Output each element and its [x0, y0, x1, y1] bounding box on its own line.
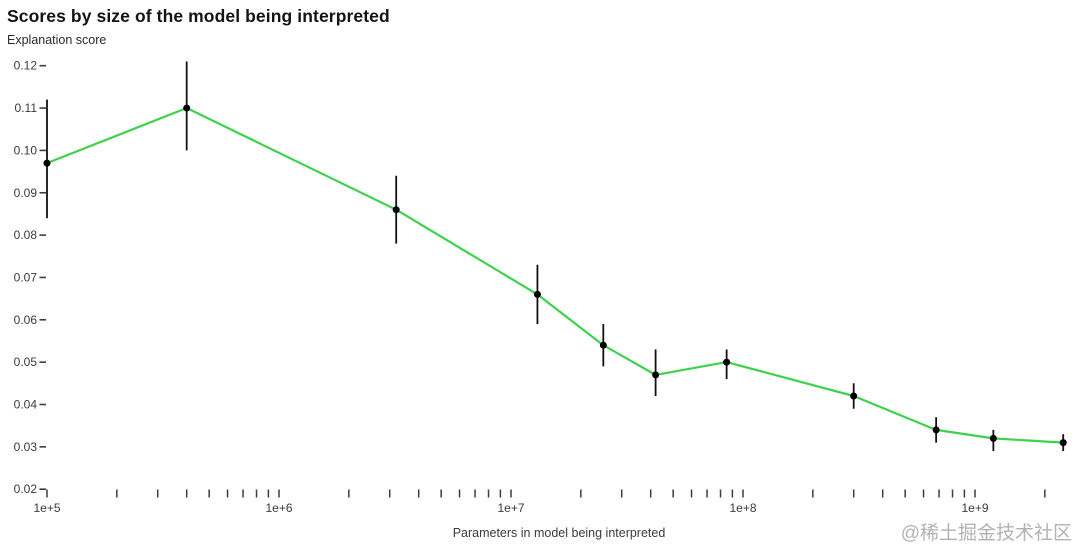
y-tick-label: 0.05	[14, 355, 38, 369]
data-point	[392, 206, 400, 214]
y-tick-label: 0.07	[14, 270, 38, 284]
data-point	[533, 290, 541, 298]
y-tick-label: 0.06	[14, 313, 38, 327]
data-point	[932, 426, 940, 434]
x-tick-label: 1e+9	[961, 501, 988, 515]
data-point	[723, 358, 731, 366]
watermark: @稀土掘金技术社区	[900, 523, 1072, 544]
data-point	[183, 104, 191, 112]
y-tick-label: 0.09	[14, 186, 38, 200]
x-tick-label: 1e+8	[729, 501, 756, 515]
x-tick-label: 1e+7	[497, 501, 524, 515]
y-tick-label: 0.12	[14, 59, 38, 73]
data-point	[850, 392, 858, 400]
y-tick-label: 0.10	[14, 143, 38, 157]
data-point	[652, 371, 660, 379]
y-tick-label: 0.08	[14, 228, 38, 242]
y-tick-label: 0.03	[14, 440, 38, 454]
x-axis-title: Parameters in model being interpreted	[452, 526, 666, 540]
y-tick-label: 0.04	[14, 398, 38, 412]
y-axis-title: Explanation score	[7, 33, 107, 47]
series-line	[45, 106, 1065, 444]
data-point	[599, 341, 607, 349]
y-tick-label: 0.02	[14, 482, 38, 496]
chart-title: Scores by size of the model being interp…	[7, 6, 390, 26]
data-point	[989, 434, 997, 442]
x-tick-label: 1e+6	[265, 501, 292, 515]
data-point	[1059, 439, 1067, 447]
data-point	[43, 159, 51, 167]
y-tick-label: 0.11	[15, 101, 38, 115]
x-tick-label: 1e+5	[33, 501, 60, 515]
